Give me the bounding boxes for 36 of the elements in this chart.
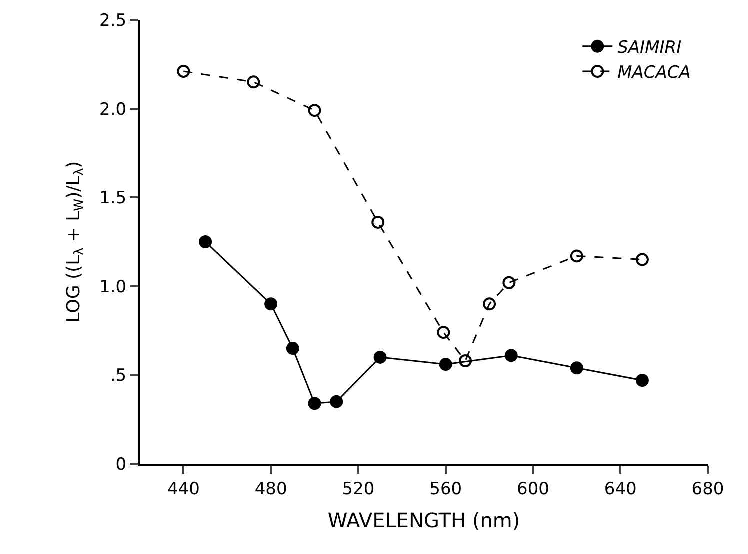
x-axis-title: WAVELENGTH (nm) (328, 508, 520, 532)
point (247, 76, 260, 89)
y-tick-label: 2.5 (100, 10, 127, 31)
point (374, 350, 387, 364)
point (636, 374, 649, 388)
point (570, 250, 584, 263)
x-tick-label: 480 (254, 479, 288, 500)
x-tick-label: 680 (692, 479, 724, 500)
x-tick-label: 560 (430, 479, 462, 500)
y-tick-label: 2.0 (100, 100, 127, 120)
x-tick-label: 440 (167, 479, 200, 500)
y-tick-label: 0 (116, 454, 127, 475)
point (483, 298, 496, 311)
point (330, 395, 344, 408)
y-tick-label: 1.5 (100, 188, 127, 209)
x-tick-label: 640 (604, 479, 637, 500)
x-tick-label: 600 (517, 479, 550, 500)
point (177, 65, 190, 78)
point (570, 362, 584, 375)
y-tick-label: 1.0 (100, 277, 127, 298)
point (308, 104, 322, 118)
x-tick-label: 520 (342, 479, 375, 500)
point (636, 253, 649, 266)
point (264, 298, 278, 311)
legend-label: MACACA (618, 63, 691, 84)
point (439, 358, 452, 372)
point (459, 354, 472, 368)
point (372, 216, 385, 229)
point (504, 349, 518, 362)
point (308, 397, 322, 410)
point (286, 342, 300, 356)
point (437, 326, 450, 340)
point (502, 276, 516, 290)
y-tick-label: .5 (110, 366, 127, 386)
point (199, 236, 212, 248)
legend-label: SAIMIRI (618, 38, 682, 58)
